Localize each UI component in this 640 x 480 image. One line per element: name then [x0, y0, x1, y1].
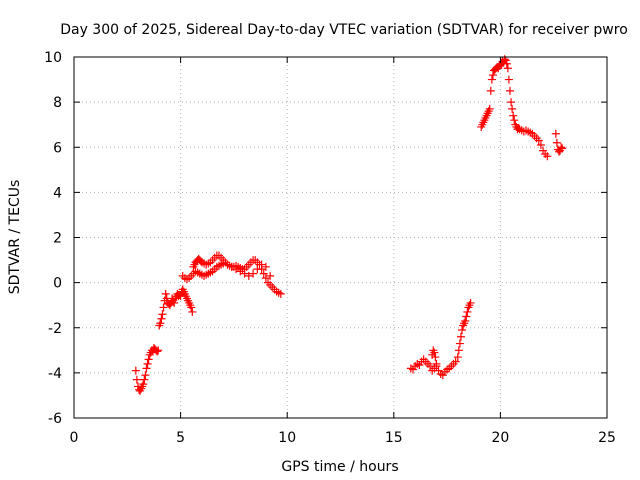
data-point: [159, 303, 168, 312]
data-point: [154, 346, 163, 355]
data-point: [227, 262, 236, 271]
y-tick-label: 8: [53, 95, 62, 111]
data-point: [507, 98, 516, 107]
data-point: [501, 56, 510, 65]
data-point: [232, 265, 241, 274]
data-point: [236, 267, 245, 276]
data-point: [458, 326, 467, 335]
data-point: [451, 357, 460, 366]
x-tick-label: 10: [278, 430, 296, 446]
data-point: [257, 260, 266, 269]
data-point: [461, 316, 470, 325]
data-point: [552, 138, 561, 147]
data-point: [462, 312, 471, 321]
data-point: [132, 375, 141, 384]
data-point: [453, 353, 462, 362]
data-point: [432, 359, 441, 368]
data-point: [510, 116, 519, 125]
data-point: [139, 380, 148, 389]
data-point: [223, 260, 232, 269]
x-axis-label: GPS time / hours: [281, 459, 398, 475]
data-point: [558, 144, 567, 153]
y-tick-label: 6: [53, 140, 62, 156]
data-point: [486, 86, 495, 95]
data-point: [170, 298, 179, 307]
data-point: [261, 274, 270, 283]
data-point: [161, 289, 170, 298]
data-point: [219, 259, 228, 268]
data-point: [156, 319, 165, 328]
data-point: [244, 271, 253, 280]
data-point: [509, 111, 518, 120]
y-tick-label: 4: [53, 185, 62, 201]
data-point: [487, 75, 496, 84]
x-tick-label: 25: [598, 430, 616, 446]
plot-frame: [73, 56, 608, 419]
data-point: [466, 298, 475, 307]
data-point: [551, 129, 560, 138]
data-point: [157, 314, 166, 323]
data-point: [504, 75, 513, 84]
data-point: [505, 86, 514, 95]
data-point: [503, 64, 512, 73]
y-tick-label: 0: [53, 276, 62, 292]
y-tick-label: 10: [44, 50, 62, 66]
y-tick-label: 2: [53, 231, 62, 247]
data-point: [153, 347, 162, 356]
data-point: [502, 59, 511, 68]
y-tick-label: -2: [48, 321, 62, 337]
data-point: [456, 332, 465, 341]
data-point: [276, 289, 285, 298]
x-tick-label: 20: [491, 430, 509, 446]
data-point: [158, 310, 167, 319]
data-point: [431, 353, 440, 362]
data-point: [455, 339, 464, 348]
x-tick-label: 0: [70, 430, 79, 446]
data-point: [249, 269, 258, 278]
data-point: [488, 71, 497, 80]
data-point: [253, 265, 262, 274]
data-point: [140, 375, 149, 384]
data-point: [143, 359, 152, 368]
y-tick-label: -6: [48, 411, 62, 427]
y-tick-label: -4: [48, 366, 62, 382]
chart-title: Day 300 of 2025, Sidereal Day-to-day VTE…: [60, 22, 628, 38]
grid-lines: [74, 57, 607, 418]
y-axis-label: SDTVAR / TECUs: [7, 180, 23, 295]
data-point: [534, 136, 543, 145]
data-point: [142, 364, 151, 373]
data-point: [259, 269, 268, 278]
data-point: [454, 346, 463, 355]
tick-labels: 0 5 10 15 20 25 -6 -4 -2 0 2 4 6 8 10: [44, 50, 616, 446]
data-point: [261, 262, 270, 271]
data-point: [141, 371, 150, 380]
data-points: [131, 55, 567, 395]
data-point: [144, 355, 153, 364]
data-point: [557, 143, 566, 152]
data-point: [485, 104, 494, 113]
data-point: [266, 271, 275, 280]
x-tick-label: 5: [176, 430, 185, 446]
data-point: [543, 152, 552, 161]
data-point: [131, 366, 140, 375]
data-point: [430, 348, 439, 357]
data-point: [536, 140, 545, 149]
data-point: [240, 269, 249, 278]
data-point: [187, 303, 196, 312]
data-point: [508, 104, 517, 113]
data-point: [463, 307, 472, 316]
x-tick-label: 15: [385, 430, 403, 446]
axis-ticks: [73, 56, 608, 419]
data-point: [188, 307, 197, 316]
